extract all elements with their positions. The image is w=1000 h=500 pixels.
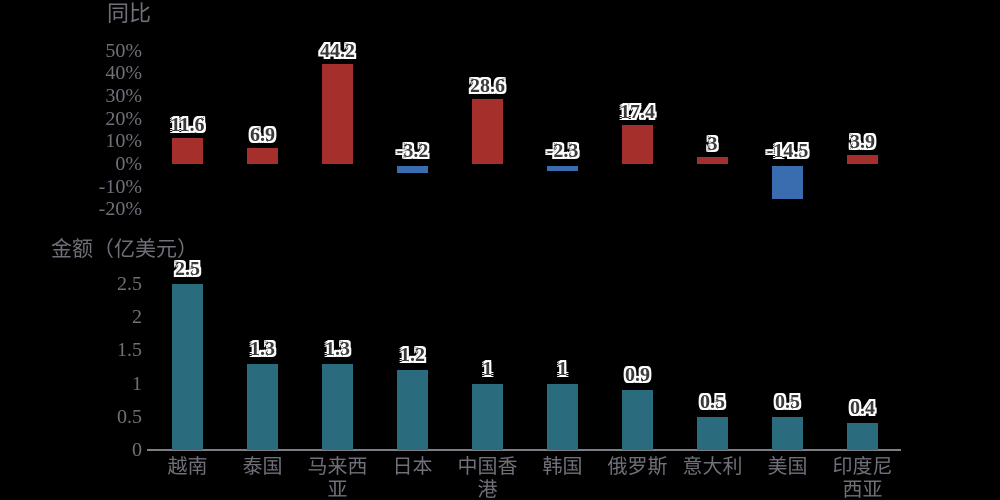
- amount-value-label: 0.9: [625, 364, 650, 387]
- yoy-value-label: 6.9: [250, 124, 275, 147]
- yoy-ytick: 50%: [105, 39, 142, 62]
- yoy-bar-negative: [547, 166, 578, 172]
- category-label: 俄罗斯: [607, 456, 668, 478]
- yoy-bar-positive: [172, 137, 203, 164]
- amount-ytick: 0.5: [117, 405, 142, 428]
- amount-value-label: 1.3: [250, 337, 275, 360]
- amount-value-label: 0.4: [850, 397, 875, 420]
- yoy-bar-negative: [772, 166, 803, 199]
- yoy-value-label: -3.2: [396, 140, 429, 162]
- yoy-ytick: 0%: [115, 153, 142, 175]
- amount-bar: [847, 423, 878, 450]
- category-label: 印度尼西亚: [832, 456, 893, 500]
- amount-value-label: 2.5: [175, 258, 200, 280]
- yoy-bar-positive: [622, 124, 653, 164]
- yoy-value-label: 44.2: [320, 39, 355, 62]
- yoy-bar-negative: [397, 166, 428, 174]
- amount-value-label: 0.5: [700, 390, 725, 413]
- amount-bar: [247, 363, 278, 450]
- yoy-value-label: -2.3: [546, 140, 579, 162]
- amount-value-label: 1: [557, 357, 568, 380]
- category-label: 韩国: [542, 456, 583, 478]
- yoy-chart-title: 同比: [107, 1, 152, 26]
- amount-ytick: 1: [132, 372, 142, 395]
- amount-bar: [172, 284, 203, 450]
- yoy-value-label: 3.9: [850, 131, 875, 154]
- yoy-bar-positive: [247, 148, 278, 164]
- yoy-bar-positive: [847, 155, 878, 164]
- amount-bar: [472, 383, 503, 450]
- amount-bar: [697, 416, 728, 450]
- amount-bar: [772, 416, 803, 450]
- amount-value-label: 1: [482, 357, 493, 380]
- amount-ytick: 2: [132, 306, 142, 329]
- yoy-ytick: 10%: [105, 130, 142, 153]
- amount-chart-title: 金额（亿美元）: [51, 237, 198, 261]
- amount-bar: [622, 390, 653, 450]
- amount-value-label: 1.3: [325, 337, 350, 360]
- yoy-value-label: 28.6: [470, 75, 505, 98]
- yoy-ytick: -20%: [98, 198, 142, 221]
- amount-ytick: 2.5: [117, 273, 142, 295]
- yoy-value-label: 3: [707, 133, 718, 156]
- amount-ytick: 1.5: [117, 339, 142, 362]
- yoy-bar-positive: [697, 157, 728, 164]
- yoy-value-label: -14.5: [766, 140, 809, 162]
- yoy-bar-positive: [322, 63, 353, 164]
- amount-bar: [397, 370, 428, 450]
- amount-x-axis-line: [147, 449, 901, 451]
- yoy-ytick: 30%: [105, 84, 142, 107]
- category-label: 中国香港: [457, 456, 518, 500]
- amount-bar: [547, 383, 578, 450]
- amount-value-label: 1.2: [400, 344, 425, 367]
- yoy-ytick: -10%: [98, 175, 142, 198]
- category-label: 意大利: [682, 456, 743, 478]
- category-label: 马来西亚: [307, 456, 368, 500]
- yoy-value-label: 17.4: [620, 100, 655, 123]
- yoy-bar-positive: [472, 99, 503, 164]
- yoy-value-label: 11.6: [170, 113, 205, 136]
- yoy-ytick: 40%: [105, 62, 142, 85]
- category-label: 日本: [392, 456, 433, 478]
- category-label: 泰国: [242, 456, 283, 478]
- amount-bar: [322, 363, 353, 450]
- category-label: 越南: [167, 456, 208, 478]
- category-label: 美国: [767, 456, 808, 478]
- yoy-ytick: 20%: [105, 107, 142, 130]
- amount-ytick: 0: [132, 439, 142, 461]
- amount-value-label: 0.5: [775, 390, 800, 413]
